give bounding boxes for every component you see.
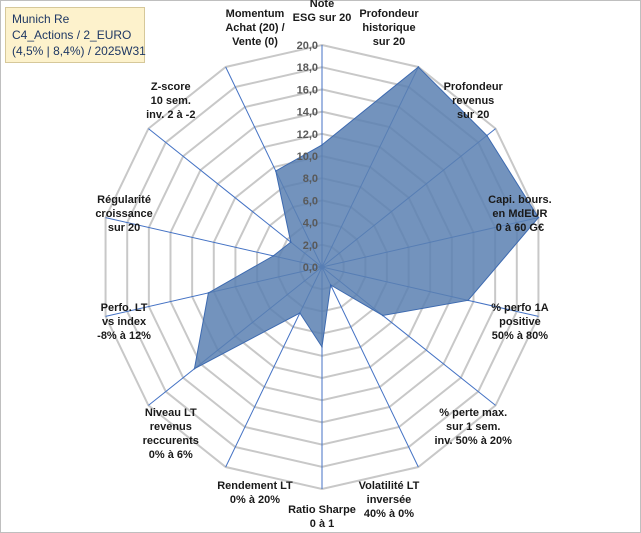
tick-label: 6,0 (303, 195, 318, 207)
data-point (417, 66, 420, 68)
axis-label: Niveau LT revenus reccurents 0% à 6% (143, 407, 199, 461)
axis-label-line: inv. 2 à -2 (146, 109, 195, 121)
axis-label-line: inv. 50% à 20% (434, 435, 512, 447)
axis-label: Volatilité LT inversée 40% à 0% (359, 480, 420, 520)
axis-label-line: revenus (452, 95, 494, 107)
axis-label: Ratio Sharpe 0 à 1 (288, 504, 356, 530)
axis-label-line: 0 à 1 (310, 518, 334, 530)
tick-label: 4,0 (303, 218, 318, 230)
axis-label-line: vs index (102, 316, 147, 328)
axis-label: % perte max. sur 1 sem. inv. 50% à 20% (434, 407, 512, 447)
axis-label-line: 0% à 6% (149, 449, 193, 461)
tick-label: 16,0 (297, 84, 318, 96)
axis-label: Régularité croissance sur 20 (95, 194, 152, 234)
axis-label-line: Volatilité LT (359, 480, 420, 492)
axis-label: Capi. bours. en MdEUR 0 à 60 G€ (488, 194, 552, 234)
axis-label-line: Ratio Sharpe (288, 504, 356, 516)
axis-label-line: positive (499, 316, 541, 328)
axis-label-line: sur 20 (373, 36, 405, 48)
axis-label: Note ESG sur 20 (293, 0, 352, 24)
axis-label: Momentum Achat (20) / Vente (0) (225, 8, 284, 48)
axis-label-line: sur 20 (457, 109, 489, 121)
radar-series (193, 66, 540, 370)
axis-label-line: Rendement LT (217, 480, 293, 492)
axis-label-line: 40% à 0% (364, 508, 414, 520)
axis-label-line: Régularité (97, 194, 151, 206)
data-point (299, 312, 301, 314)
axis-label-line: en MdEUR (492, 208, 547, 220)
axis-label-line: 50% à 80% (492, 330, 548, 342)
axis-label-line: Momentum (226, 8, 285, 20)
axis-label-line: revenus (150, 421, 192, 433)
axis-label-line: ESG sur 20 (293, 12, 352, 24)
axis-label-line: Profondeur (444, 81, 504, 93)
tick-label: 8,0 (303, 173, 318, 185)
axis-label-line: % perfo 1A (491, 302, 549, 314)
info-period: (4,5% | 8,4%) / 2025W31 (12, 44, 146, 58)
data-point (329, 284, 332, 286)
axis-label-line: Achat (20) / (225, 22, 284, 34)
data-point (537, 216, 540, 219)
tick-label: 20,0 (297, 40, 318, 52)
data-point (486, 134, 488, 137)
axis-label: Profondeur historique sur 20 (359, 8, 419, 48)
data-point (321, 144, 323, 146)
axis-label-line: Profondeur (359, 8, 419, 20)
axis-label-line: sur 20 (108, 222, 140, 234)
axis-label-line: inversée (367, 494, 412, 506)
tick-label: 12,0 (297, 129, 318, 141)
axis-label-line: % perte max. (439, 407, 507, 419)
axis-label: Z-score 10 sem. inv. 2 à -2 (146, 81, 195, 121)
axis-label: Perfo. LT vs index -8% à 12% (97, 302, 151, 342)
axis-label-line: -8% à 12% (97, 330, 151, 342)
data-point (272, 255, 275, 257)
axis-spoke (321, 266, 419, 468)
tick-label: 10,0 (297, 151, 318, 163)
tick-label: 2,0 (303, 240, 318, 252)
data-point (289, 241, 292, 243)
info-category: C4_Actions / 2_EURO (12, 28, 132, 42)
axis-label-line: reccurents (143, 435, 199, 447)
axis-label-line: 10 sem. (151, 95, 191, 107)
data-point (274, 170, 277, 172)
tick-label: 14,0 (297, 107, 318, 119)
axis-label-line: Niveau LT (145, 407, 197, 419)
radial-tick-labels: 0,0 2,0 4,0 6,0 8,0 10,0 12,0 14,0 16,0 18,0 20,0 (297, 40, 318, 274)
data-point (207, 292, 210, 294)
axis-label-line: Capi. bours. (488, 194, 552, 206)
axis-label-line: 0% à 20% (230, 494, 280, 506)
info-company: Munich Re (12, 12, 70, 26)
tick-label: 0,0 (303, 262, 318, 274)
axis-label-line: 0 à 60 G€ (496, 222, 544, 234)
axis-label-line: Note (310, 0, 334, 10)
axis-label-line: Vente (0) (232, 36, 278, 48)
axis-label: Profondeur revenus sur 20 (444, 81, 504, 121)
tick-label: 18,0 (297, 62, 318, 74)
axis-label-line: sur 1 sem. (446, 421, 500, 433)
axis-labels: Note ESG sur 20 Profondeur historique sur 20… (95, 0, 551, 530)
axis-label: Rendement LT 0% à 20% (217, 480, 293, 506)
data-point (321, 346, 323, 348)
axis-label: % perfo 1A positive 50% à 80% (491, 302, 549, 342)
info-box: Munich Re C4_Actions / 2_EURO (4,5% | 8,… (5, 7, 146, 63)
data-point (381, 314, 384, 317)
axis-label-line: Z-score (151, 81, 191, 93)
data-point (467, 299, 469, 302)
axis-label-line: croissance (95, 208, 152, 220)
axis-label-line: Perfo. LT (101, 302, 148, 314)
axis-label-line: historique (362, 22, 415, 34)
data-point (193, 367, 196, 370)
